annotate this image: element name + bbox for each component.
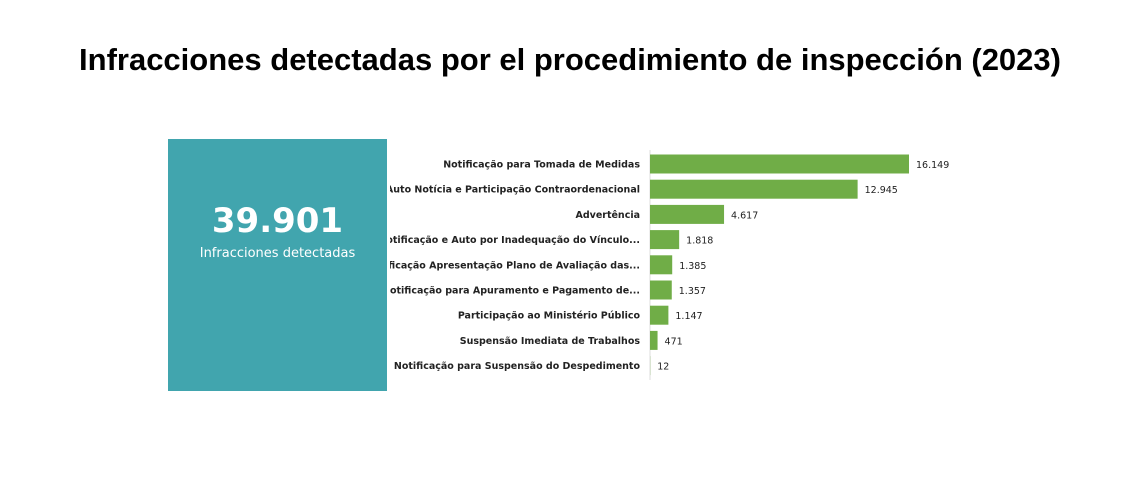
value-label: 1.818 [686, 236, 713, 247]
kpi-card: 39.901 Infracciones detectadas [168, 139, 387, 391]
category-label: Notificação para Suspensão do Despedimen… [394, 361, 641, 372]
category-label: Advertência [575, 210, 640, 221]
kpi-value: 39.901 [211, 201, 344, 241]
bar [650, 230, 680, 250]
value-label: 1.357 [679, 286, 706, 297]
bar [650, 330, 658, 350]
value-label: 471 [665, 336, 683, 347]
category-label: Participação ao Ministério Público [458, 311, 641, 322]
bar [650, 255, 673, 275]
category-label: Notificação e Auto por Inadequação do Ví… [390, 235, 640, 246]
value-label: 16.149 [916, 160, 949, 171]
value-label: 12.945 [865, 185, 898, 196]
bar [650, 154, 909, 174]
category-label: Notificação para Tomada de Medidas [443, 160, 640, 171]
kpi-label: Infracciones detectadas [199, 246, 356, 261]
value-label: 1.385 [679, 261, 706, 272]
value-label: 1.147 [675, 311, 702, 322]
bar [650, 204, 725, 224]
bar-chart-svg: Notificação para Tomada de Medidas 16.149… [366, 150, 949, 380]
value-label: 4.617 [731, 210, 758, 221]
bar [650, 280, 672, 300]
category-label: Notificação para Apuramento e Pagamento … [390, 286, 640, 297]
bar [650, 179, 858, 199]
category-label: Suspensão Imediata de Trabalhos [460, 336, 641, 347]
bar [650, 305, 669, 325]
bar-chart: Notificação para Tomada de Medidas 16.149… [366, 140, 1010, 390]
category-label: Auto Notícia e Participação Contraordena… [390, 185, 640, 196]
page-title: Infracciones detectadas por el procedimi… [79, 42, 1061, 77]
value-label: 12 [657, 362, 669, 373]
category-label: Notificação Apresentação Plano de Avalia… [390, 260, 640, 271]
